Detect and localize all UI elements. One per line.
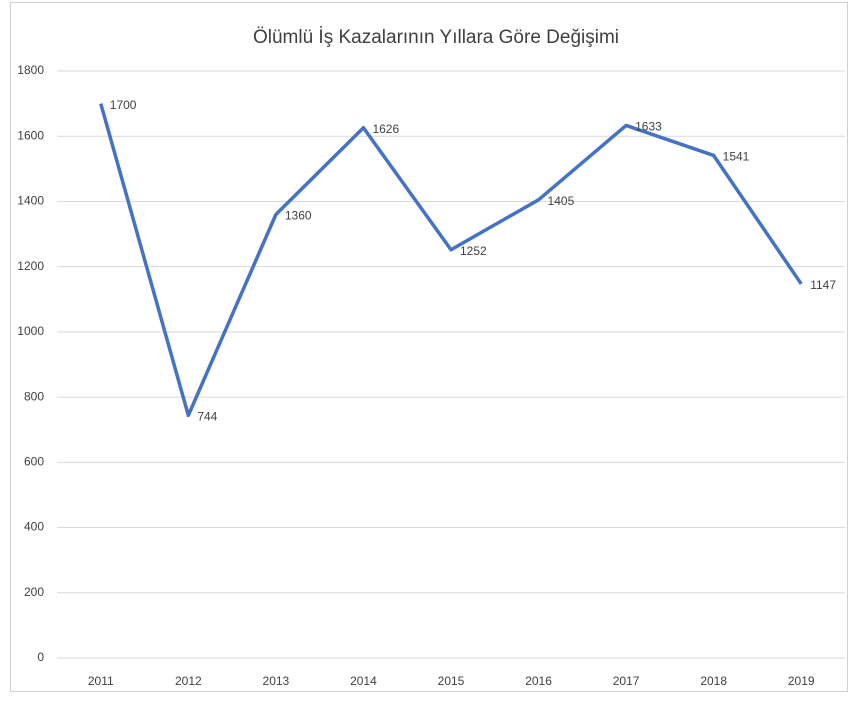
y-tick-label: 800: [24, 389, 44, 403]
data-label: 1252: [460, 244, 487, 258]
line: [99, 103, 803, 418]
data-label: 1700: [110, 98, 137, 112]
x-tick-label: 2017: [613, 674, 640, 688]
x-tick-label: 2011: [88, 674, 114, 688]
data-label: 1633: [635, 120, 662, 134]
y-tick-label: 0: [37, 650, 44, 664]
x-tick-label: 2019: [788, 674, 815, 688]
y-tick-label: 1800: [17, 63, 44, 77]
data-label: 1541: [723, 150, 750, 164]
x-tick-label: 2012: [175, 674, 202, 688]
x-tick-label: 2018: [700, 674, 727, 688]
y-tick-label: 400: [24, 520, 44, 534]
chart-title: Ölümlü İş Kazalarının Yıllara Göre Değiş…: [253, 27, 619, 48]
y-tick-label: 1200: [17, 259, 44, 273]
y-tick-label: 200: [24, 585, 44, 599]
data-label: 1405: [548, 194, 575, 208]
chart-border: [10, 2, 848, 692]
x-tick-label: 2014: [350, 674, 377, 688]
x-tick-label: 2013: [263, 674, 290, 688]
data-label: 744: [197, 410, 217, 424]
data-label: 1360: [285, 209, 312, 223]
y-tick-label: 1000: [17, 324, 44, 338]
data-label: 1147: [810, 278, 836, 292]
x-tick-label: 2015: [438, 674, 465, 688]
y-tick-label: 600: [24, 455, 44, 469]
y-tick-label: 1600: [17, 128, 44, 142]
y-tick-label: 1400: [17, 194, 44, 208]
data-label: 1626: [372, 122, 399, 136]
x-tick-label: 2016: [525, 674, 552, 688]
